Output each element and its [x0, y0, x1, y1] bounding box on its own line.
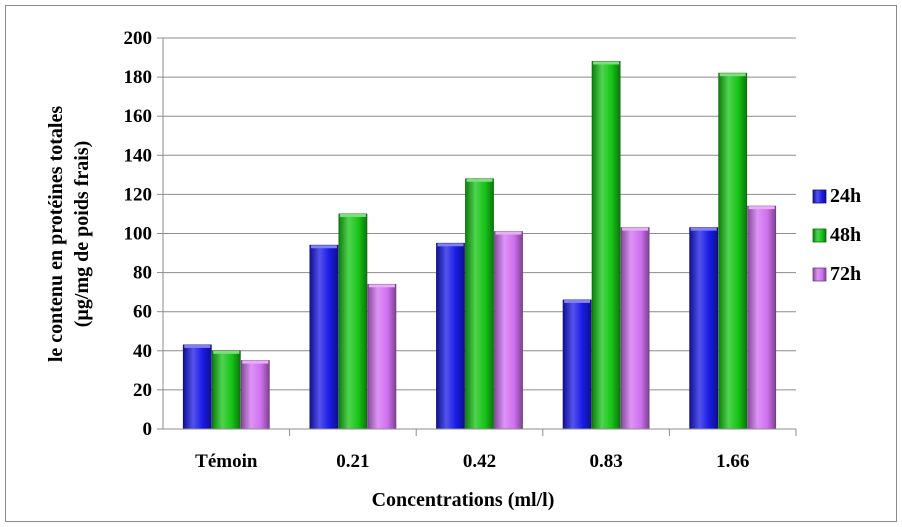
bar-48h-0.83: [591, 61, 621, 430]
bar-48h-Témoin: [211, 350, 241, 430]
x-tick-label: 0.21: [336, 451, 369, 472]
bar-72h-1.66: [747, 205, 777, 430]
bar-top-highlight: [593, 61, 620, 65]
y-tick-label: 180: [124, 67, 153, 88]
bar-24h-0.83: [562, 299, 592, 430]
bar-top-highlight: [310, 245, 337, 249]
bar-top-highlight: [368, 284, 395, 288]
x-tick-label: 0.42: [463, 451, 496, 472]
bar-72h-0.21: [367, 283, 397, 430]
bar-48h-0.21: [338, 213, 368, 430]
x-tick-label: 0.83: [589, 451, 622, 472]
bar-top-highlight: [184, 344, 211, 348]
legend-swatch-24h: [812, 189, 827, 204]
bar-24h-0.21: [309, 244, 339, 430]
y-axis-title-line2: (µg/mg de poids frais): [71, 141, 93, 328]
bar-top-highlight: [466, 178, 493, 182]
bar-72h-0.83: [620, 227, 650, 430]
bar-48h-1.66: [718, 72, 748, 430]
x-tick-label: 1.66: [716, 451, 749, 472]
x-tick-label: Témoin: [195, 451, 258, 472]
y-tick-label: 200: [124, 28, 153, 49]
bar-top-highlight: [622, 227, 649, 231]
bar-24h-Témoin: [182, 344, 212, 430]
y-tick-label: 60: [133, 302, 152, 323]
bar-48h-0.42: [465, 178, 494, 430]
legend-label-48h: 48h: [830, 224, 861, 246]
y-tick-label: 160: [124, 106, 153, 127]
bar-top-highlight: [564, 299, 591, 303]
legend-swatch-72h: [812, 267, 827, 282]
bar-top-highlight: [213, 350, 240, 354]
bar-72h-Témoin: [240, 360, 270, 430]
bar-top-highlight: [339, 213, 366, 217]
legend-label-72h: 72h: [830, 263, 861, 285]
legend: 24h 48h 72h: [812, 185, 861, 285]
axes: 0 20 40 60 80 100 120 140 160 180 200 Témoin 0.21 0.4…: [124, 28, 797, 472]
y-tick-label: 0: [143, 419, 153, 440]
legend-label-24h: 24h: [830, 185, 861, 207]
legend-swatch-48h: [812, 228, 827, 243]
bar-24h-0.42: [436, 242, 465, 430]
bar-top-highlight: [437, 243, 464, 247]
y-axis-title-line1: le contenu en protéines totales: [45, 106, 67, 362]
y-tick-label: 100: [124, 224, 153, 245]
bar-72h-0.42: [494, 231, 523, 430]
bar-top-highlight: [719, 73, 746, 77]
y-tick-label: 40: [133, 341, 152, 362]
bar-top-highlight: [690, 227, 717, 231]
x-axis-title: Concentrations (ml/l): [372, 489, 555, 511]
y-tick-label: 20: [133, 380, 152, 401]
bars: [182, 61, 777, 430]
bar-top-highlight: [242, 360, 269, 364]
bar-24h-1.66: [689, 227, 719, 430]
bar-top-highlight: [748, 206, 775, 210]
y-tick-label: 120: [124, 184, 153, 205]
bar-top-highlight: [495, 231, 522, 235]
y-tick-label: 140: [124, 145, 153, 166]
y-tick-label: 80: [133, 263, 152, 284]
